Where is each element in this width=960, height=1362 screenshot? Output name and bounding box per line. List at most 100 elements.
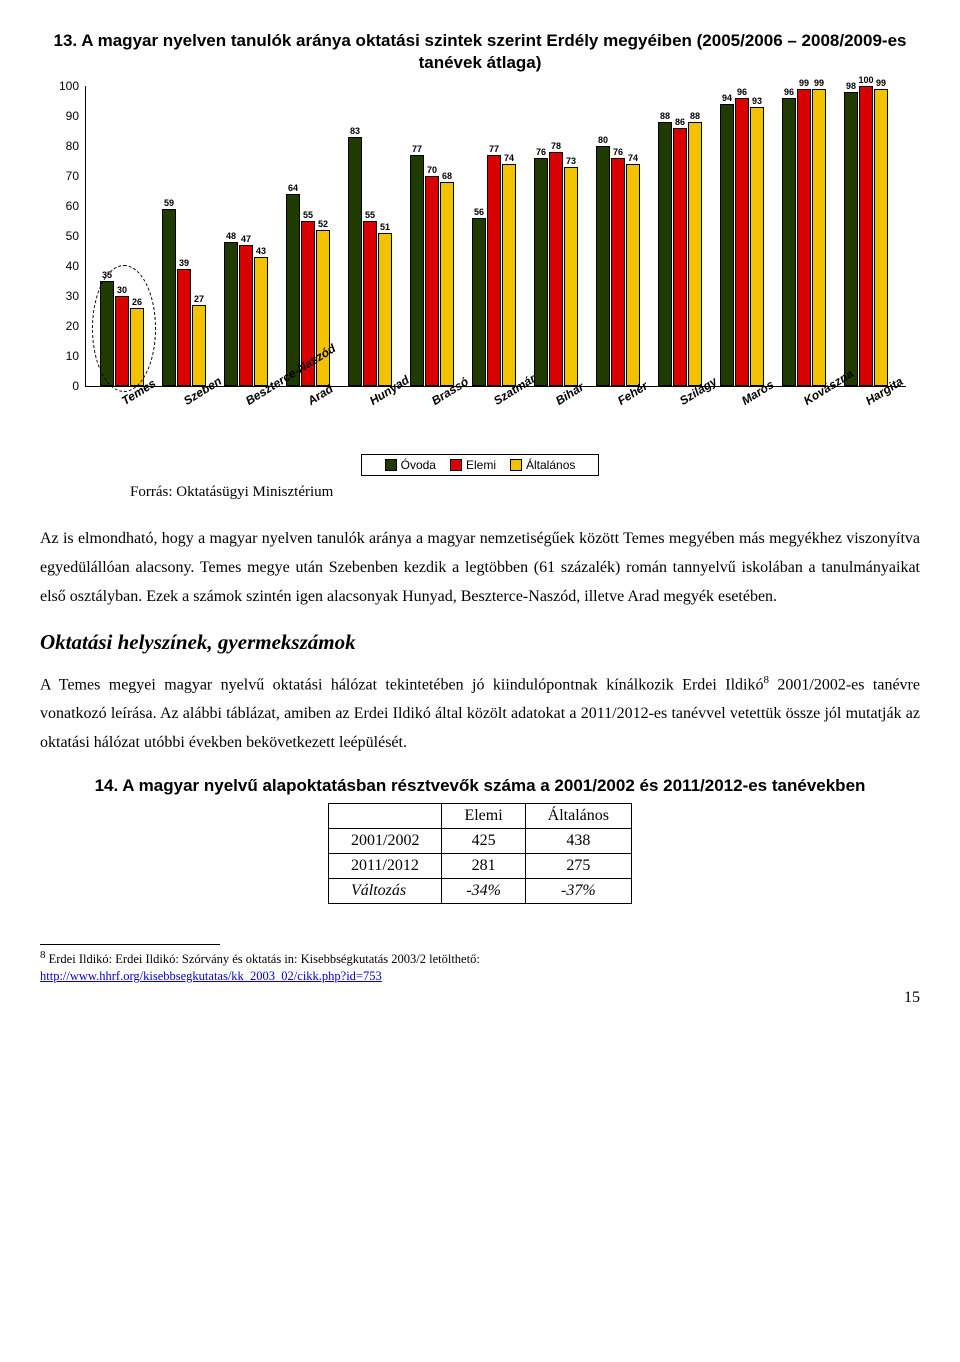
section-heading: Oktatási helyszínek, gyermekszámok [40, 630, 920, 655]
bar-value-label: 39 [174, 258, 194, 268]
bar [363, 221, 377, 386]
y-tick: 90 [66, 109, 79, 123]
y-tick: 20 [66, 319, 79, 333]
bar [626, 164, 640, 386]
bar-value-label: 27 [189, 294, 209, 304]
bar [472, 218, 486, 386]
footnote-link[interactable]: http://www.hhrf.org/kisebbsegkutatas/kk_… [40, 969, 382, 983]
highlight-oval [92, 265, 156, 392]
bar-value-label: 56 [469, 207, 489, 217]
bar [874, 89, 888, 386]
paragraph: A Temes megyei magyar nyelvű oktatási há… [40, 671, 920, 758]
legend-label: Általános [526, 458, 575, 472]
table-title: 14. A magyar nyelvű alapoktatásban részt… [40, 775, 920, 797]
bar [673, 128, 687, 386]
x-axis-labels: TemesSzebenBeszterce-NaszódAradHunyadBra… [85, 390, 905, 446]
bar [797, 89, 811, 386]
y-tick: 80 [66, 139, 79, 153]
bar [596, 146, 610, 386]
table-cell: 438 [525, 829, 631, 854]
chart-source: Forrás: Oktatásügyi Minisztérium [130, 484, 920, 501]
bar-value-label: 73 [561, 156, 581, 166]
y-tick: 70 [66, 169, 79, 183]
bar [177, 269, 191, 386]
page-number: 15 [40, 989, 920, 1007]
legend-swatch [385, 459, 397, 471]
footnote: 8 Erdei Ildikó: Erdei Ildikó: Szórvány é… [40, 948, 920, 985]
table-cell: -37% [525, 879, 631, 904]
bar-value-label: 47 [236, 234, 256, 244]
bar [502, 164, 516, 386]
bar-value-label: 83 [345, 126, 365, 136]
bar [859, 86, 873, 386]
x-label: Maros [739, 396, 746, 408]
bar-value-label: 59 [159, 198, 179, 208]
y-tick: 40 [66, 259, 79, 273]
table-row: Változás -34% -37% [329, 879, 632, 904]
legend-item: Óvoda [385, 458, 436, 472]
bar-value-label: 78 [546, 141, 566, 151]
bar-value-label: 77 [407, 144, 427, 154]
data-table: Elemi Általános 2001/2002 425 438 2011/2… [328, 803, 632, 904]
x-label: Kovászna [801, 396, 808, 408]
legend-swatch [450, 459, 462, 471]
table-row: 2011/2012 281 275 [329, 854, 632, 879]
x-label: Hunyad [367, 396, 374, 408]
x-label: Bihar [553, 396, 560, 408]
y-tick: 60 [66, 199, 79, 213]
bar [425, 176, 439, 386]
x-label: Hargita [863, 396, 870, 408]
table-cell: 275 [525, 854, 631, 879]
bar [564, 167, 578, 386]
table-header-row: Elemi Általános [329, 804, 632, 829]
x-label: Szilágy [677, 396, 684, 408]
table-header-cell: Általános [525, 804, 631, 829]
x-label: Fehér [615, 396, 622, 408]
table-cell: Változás [329, 879, 442, 904]
bar [720, 104, 734, 386]
bar [782, 98, 796, 386]
bar-value-label: 52 [313, 219, 333, 229]
bar [162, 209, 176, 386]
x-label: Brassó [429, 396, 436, 408]
bar-value-label: 96 [779, 87, 799, 97]
bar-value-label: 74 [623, 153, 643, 163]
bar-value-label: 80 [593, 135, 613, 145]
x-label: Szatmár [491, 396, 498, 408]
table-row: 2001/2002 425 438 [329, 829, 632, 854]
legend-label: Óvoda [401, 458, 436, 472]
bar [658, 122, 672, 386]
bar [688, 122, 702, 386]
table-cell: 425 [442, 829, 525, 854]
bar [844, 92, 858, 386]
bar-value-label: 51 [375, 222, 395, 232]
table-header-cell [329, 804, 442, 829]
table-cell: -34% [442, 879, 525, 904]
bar [378, 233, 392, 386]
table-cell: 2001/2002 [329, 829, 442, 854]
bar [534, 158, 548, 386]
bar [348, 137, 362, 386]
bar [286, 194, 300, 386]
bar [487, 155, 501, 386]
bar-value-label: 55 [360, 210, 380, 220]
footnote-separator [40, 944, 220, 945]
y-tick: 0 [72, 379, 79, 393]
y-tick: 50 [66, 229, 79, 243]
bar-value-label: 99 [871, 78, 891, 88]
plot-area: 3530265939274847436455528355517770685677… [85, 86, 906, 387]
bar [812, 89, 826, 386]
chart-title: 13. A magyar nyelven tanulók aránya okta… [40, 30, 920, 74]
y-tick: 30 [66, 289, 79, 303]
bar [224, 242, 238, 386]
bar [410, 155, 424, 386]
bar-value-label: 43 [251, 246, 271, 256]
x-label: Temes [119, 396, 126, 408]
x-label: Szeben [181, 396, 188, 408]
bar [735, 98, 749, 386]
chart: 0102030405060708090100 35302659392748474… [45, 86, 915, 446]
paragraph: Az is elmondható, hogy a magyar nyelven … [40, 525, 920, 611]
bar [254, 257, 268, 386]
footnote-text: Erdei Ildikó: Erdei Ildikó: Szórvány és … [46, 953, 480, 967]
y-tick: 100 [59, 79, 79, 93]
